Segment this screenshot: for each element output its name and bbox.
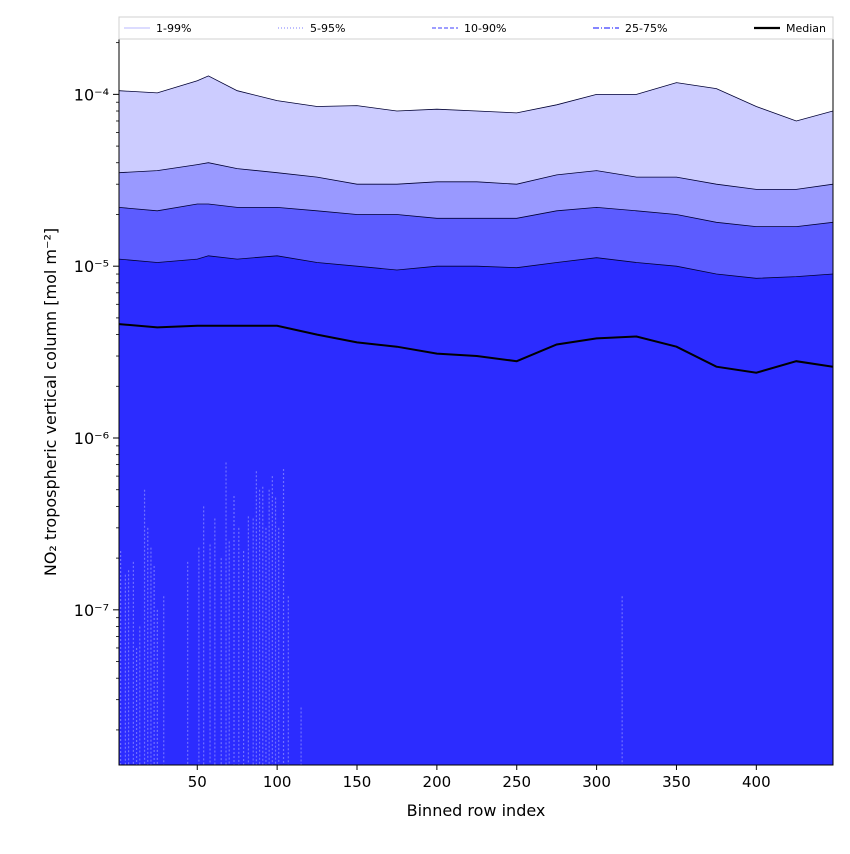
legend-label: 25-75% — [625, 22, 667, 35]
y-tick-label: 10⁻⁶ — [74, 429, 109, 448]
legend-box — [118, 16, 834, 40]
y-axis-label: NO₂ tropospheric vertical column [mol m⁻… — [41, 228, 60, 576]
legend-label: 5-95% — [310, 22, 345, 35]
x-axis: 50 100 150 200 250 300 350 400 — [188, 765, 771, 791]
x-tick-label: 200 — [423, 773, 452, 791]
x-tick-label: 100 — [263, 773, 292, 791]
band-25-75 — [119, 255, 833, 765]
line-p99 — [119, 75, 833, 122]
x-tick-label: 300 — [582, 773, 611, 791]
y-tick-label: 10⁻⁷ — [74, 601, 109, 620]
y-axis: 10⁻⁷ 10⁻⁶ 10⁻⁵ 10⁻⁴ — [74, 42, 119, 731]
x-tick-label: 250 — [502, 773, 531, 791]
line-p95 — [119, 162, 833, 190]
y-tick-label: 10⁻⁵ — [74, 257, 109, 276]
x-tick-label: 400 — [742, 773, 771, 791]
legend: 1-99% 5-95% 10-90% 25-75% Median — [118, 16, 834, 40]
legend-label: 10-90% — [464, 22, 506, 35]
line-p75 — [119, 255, 833, 279]
median-line — [119, 323, 833, 374]
plot-area — [119, 75, 833, 765]
band-10-90 — [119, 204, 833, 279]
x-axis-label: Binned row index — [407, 801, 546, 820]
legend-label: Median — [786, 22, 826, 35]
x-tick-label: 50 — [188, 773, 207, 791]
legend-label: 1-99% — [156, 22, 191, 35]
x-tick-label: 350 — [662, 773, 691, 791]
x-tick-label: 150 — [343, 773, 372, 791]
band-5-95 — [119, 162, 833, 227]
y-tick-label: 10⁻⁴ — [74, 85, 109, 104]
band-1-99 — [119, 75, 833, 190]
line-p90 — [119, 203, 833, 228]
